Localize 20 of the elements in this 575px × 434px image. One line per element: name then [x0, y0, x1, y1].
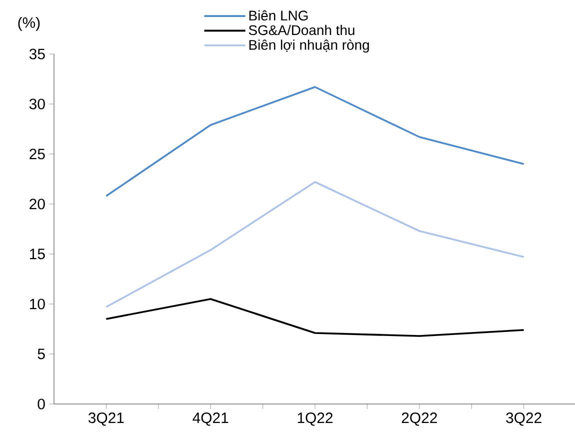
y-tick-label: 25 [30, 148, 45, 160]
line-series [105, 298, 525, 337]
y-tick-label: 15 [30, 248, 45, 260]
y-tick-label: 30 [29, 98, 45, 110]
y-tick-label: 20 [30, 198, 45, 210]
legend-label: Biên LNG [249, 10, 308, 21]
legend-label: SG&A/Doanh thu [248, 24, 354, 36]
x-tick-label: 4Q21 [192, 412, 228, 426]
line-series [105, 181, 525, 308]
x-tick-label: 1Q22 [298, 412, 333, 426]
line-series [105, 86, 525, 197]
x-tick-label: 2Q22 [402, 412, 437, 426]
y-tick-label: 35 [29, 48, 45, 60]
x-tick-label: 3Q22 [506, 412, 542, 426]
y-axis-title: (%) [18, 16, 40, 31]
y-tick-label: 0 [38, 398, 45, 410]
x-tick-label: 3Q21 [88, 412, 124, 426]
legend-label: Biên lợi nhuận ròng [249, 39, 369, 53]
y-tick-label: 10 [30, 298, 45, 310]
y-tick-label: 5 [38, 348, 45, 360]
